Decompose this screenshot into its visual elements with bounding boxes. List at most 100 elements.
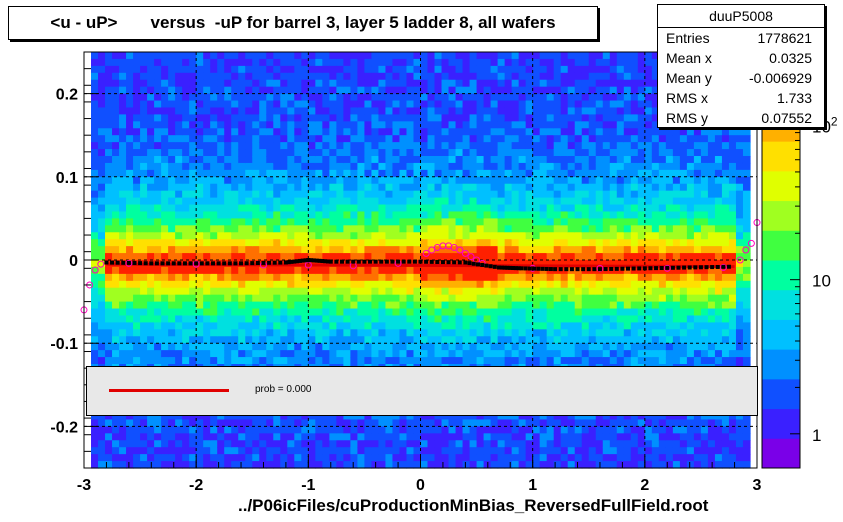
heatmap-cell — [259, 343, 267, 351]
heatmap-cell — [140, 454, 148, 462]
heatmap-cell — [364, 197, 373, 206]
heatmap-cell — [602, 135, 611, 143]
heatmap-cell — [637, 301, 646, 310]
heatmap-cell — [448, 93, 457, 102]
heatmap-cell — [350, 308, 359, 317]
heatmap-cell — [147, 246, 155, 254]
heatmap-cell — [133, 412, 141, 421]
heatmap-cell — [609, 426, 618, 434]
heatmap-cell — [238, 114, 246, 122]
heatmap-cell — [602, 211, 611, 219]
heatmap-cell — [441, 183, 450, 192]
heatmap-cell — [504, 86, 513, 95]
heatmap-cell — [140, 149, 148, 157]
heatmap-cell — [476, 93, 485, 102]
heatmap-cell — [357, 100, 366, 109]
heatmap-cell — [217, 162, 225, 171]
heatmap-cell — [490, 142, 499, 150]
heatmap-cell — [315, 86, 323, 95]
heatmap-cell — [581, 142, 590, 150]
heatmap-cell — [420, 350, 429, 358]
heatmap-cell — [322, 52, 330, 60]
heatmap-cell — [343, 100, 351, 109]
heatmap-cell — [161, 294, 169, 303]
heatmap-cell — [371, 79, 380, 88]
heatmap-cell — [406, 86, 415, 95]
heatmap-cell — [560, 93, 569, 102]
heatmap-cell — [294, 357, 302, 365]
heatmap-cell — [224, 433, 232, 441]
heatmap-cell — [182, 232, 190, 240]
heatmap-cell — [651, 169, 660, 178]
heatmap-cell — [322, 246, 330, 254]
heatmap-cell — [259, 350, 267, 358]
heatmap-cell — [567, 72, 576, 81]
heatmap-cell — [329, 301, 337, 310]
heatmap-cell — [427, 357, 436, 365]
heatmap-cell — [343, 440, 351, 448]
heatmap-cell — [574, 121, 583, 129]
heatmap-cell — [462, 461, 471, 469]
heatmap-cell — [112, 280, 120, 289]
heatmap-cell — [273, 246, 281, 254]
heatmap-cell — [91, 100, 99, 109]
heatmap-cell — [182, 336, 190, 344]
heatmap-cell — [455, 461, 464, 469]
heatmap-cell — [483, 72, 492, 81]
heatmap-cell — [462, 128, 471, 136]
heatmap-cell — [560, 65, 569, 74]
heatmap-cell — [133, 336, 141, 344]
heatmap-cell — [420, 253, 429, 261]
heatmap-cell — [161, 461, 169, 469]
heatmap-cell — [266, 287, 274, 296]
heatmap-cell — [168, 246, 176, 254]
heatmap-cell — [581, 149, 590, 157]
heatmap-cell — [539, 225, 548, 233]
heatmap-cell — [385, 58, 394, 67]
heatmap-cell — [98, 329, 106, 337]
heatmap-cell — [385, 225, 394, 233]
heatmap-cell — [294, 280, 302, 289]
heatmap-cell — [287, 197, 295, 206]
heatmap-cell — [252, 426, 260, 434]
heatmap-cell — [385, 190, 394, 199]
heatmap-cell — [98, 433, 106, 441]
heatmap-cell — [350, 336, 359, 344]
heatmap-cell — [91, 225, 99, 233]
heatmap-cell — [322, 176, 330, 185]
heatmap-cell — [483, 246, 492, 254]
heatmap-cell — [497, 183, 506, 192]
heatmap-cell — [364, 149, 373, 157]
heatmap-cell — [133, 121, 141, 129]
heatmap-cell — [196, 72, 204, 81]
heatmap-cell — [616, 79, 625, 88]
heatmap-cell — [434, 232, 443, 240]
heatmap-cell — [567, 176, 576, 185]
heatmap-cell — [161, 232, 169, 240]
heatmap-cell — [427, 266, 436, 275]
heatmap-cell — [567, 329, 576, 337]
heatmap-cell — [658, 260, 667, 268]
heatmap-cell — [511, 253, 520, 261]
heatmap-cell — [476, 412, 485, 421]
heatmap-cell — [112, 190, 120, 199]
heatmap-cell — [455, 93, 464, 102]
heatmap-cell — [245, 197, 253, 206]
heatmap-cell — [595, 107, 604, 115]
heatmap-cell — [273, 343, 281, 351]
heatmap-cell — [637, 218, 646, 226]
heatmap-cell — [112, 412, 120, 421]
heatmap-cell — [399, 239, 408, 247]
heatmap-cell — [581, 419, 590, 427]
heatmap-cell — [294, 336, 302, 344]
heatmap-cell — [112, 329, 120, 337]
heatmap-cell — [245, 142, 253, 150]
heatmap-cell — [231, 273, 239, 282]
heatmap-cell — [623, 218, 632, 226]
heatmap-cell — [539, 65, 548, 74]
heatmap-cell — [238, 121, 246, 129]
heatmap-cell — [287, 336, 295, 344]
heatmap-cell — [665, 190, 674, 199]
heatmap-cell — [644, 149, 653, 157]
heatmap-cell — [504, 280, 513, 289]
